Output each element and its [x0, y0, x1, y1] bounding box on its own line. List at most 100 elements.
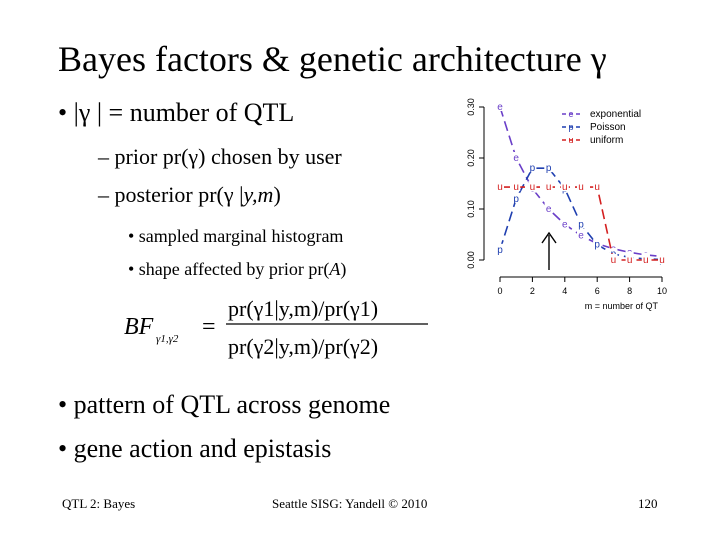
- data-point-uniform: u: [578, 182, 584, 193]
- sub2-bar: |: [239, 182, 244, 207]
- point-bg: [577, 229, 585, 240]
- data-point-exponential: e: [546, 204, 552, 215]
- title-text: Bayes factors & genetic architecture: [58, 39, 591, 79]
- data-point-uniform: u: [643, 255, 649, 266]
- point-bg: [496, 101, 504, 111]
- formula-lhs: BF: [124, 314, 154, 340]
- data-point-exponential: e: [562, 219, 568, 230]
- data-point-uniform: u: [530, 182, 536, 193]
- point-bg: [512, 152, 521, 162]
- prior-distribution-chart: 0.000.100.200.300 2 4 6 8 10m = number of QT …: [466, 98, 667, 311]
- bullet-gene-action: • gene action and epistasis: [58, 434, 332, 463]
- point-bg: [544, 162, 553, 173]
- data-point-poisson: p: [530, 163, 536, 174]
- formula-denominator: pr(γ2|y,m)/pr(γ2): [228, 334, 378, 359]
- legend-symbol: e: [568, 109, 573, 119]
- x-tick-label: 0: [497, 286, 502, 296]
- x-tick-label: 6: [595, 286, 600, 296]
- bullet1-bar-left: |: [73, 98, 79, 127]
- bayes-factor-formula: BF γ1,γ2 = pr(γ1|y,m)/pr(γ1) pr(γ2|y,m)/…: [122, 290, 442, 362]
- subsub2-b: ): [340, 259, 347, 279]
- sub2-suffix: ): [273, 182, 281, 207]
- point-bg: [609, 254, 618, 264]
- y-tick-label: 0.20: [466, 149, 476, 167]
- point-bg: [544, 181, 553, 192]
- subsub2-A: A: [329, 259, 341, 279]
- point-bg: [593, 181, 602, 192]
- bullet-pattern: • pattern of QTL across genome: [58, 390, 391, 419]
- data-point-uniform: u: [497, 182, 503, 193]
- point-bg: [609, 242, 618, 253]
- sub1-prefix: – prior pr(: [98, 144, 189, 169]
- point-bg: [625, 254, 634, 264]
- sub1-suffix: ) chosen by user: [198, 144, 342, 169]
- subsub-shape: • shape affected by prior pr(A): [128, 259, 346, 280]
- footer-page-number: 120: [638, 496, 658, 511]
- point-bg: [560, 181, 569, 192]
- footer-center: Seattle SISG: Yandell © 2010: [272, 496, 428, 511]
- data-point-exponential: e: [513, 153, 519, 164]
- data-point-exponential: e: [497, 102, 503, 113]
- x-tick-label: 4: [562, 286, 567, 296]
- x-tick-label: 2: [530, 286, 535, 296]
- data-point-uniform: u: [659, 255, 665, 266]
- sub2-ym: y,m: [243, 182, 274, 207]
- sub2-gamma: γ: [223, 182, 234, 207]
- subsub-histogram: • sampled marginal histogram: [128, 226, 344, 246]
- data-point-poisson: p: [594, 240, 600, 251]
- point-bg: [658, 254, 666, 264]
- point-bg: [544, 203, 553, 213]
- arrow-annotation: [541, 231, 557, 270]
- point-bg: [641, 254, 650, 264]
- x-axis-label: m = number of QT: [585, 301, 659, 311]
- bullet1-gamma: γ: [78, 98, 91, 127]
- legend-label: uniform: [590, 135, 623, 146]
- point-bg: [496, 181, 504, 192]
- point-bg: [577, 218, 585, 229]
- point-bg: [577, 181, 585, 192]
- sub1-gamma: γ: [188, 144, 199, 169]
- data-point-exponential: e: [578, 231, 584, 242]
- point-bg: [560, 218, 569, 229]
- bullet-marker: •: [58, 98, 68, 127]
- footer-left: QTL 2: Bayes: [62, 496, 136, 511]
- sub2-prefix: – posterior pr(: [98, 182, 224, 207]
- formula-numerator: pr(γ1|y,m)/pr(γ1): [228, 296, 378, 321]
- data-point-poisson: p: [546, 163, 552, 174]
- point-bg: [593, 238, 602, 249]
- bullet-number-of-qtl: • |γ | = number of QTL: [58, 98, 294, 128]
- data-point-uniform: u: [546, 182, 552, 193]
- subsub2-a: • shape affected by prior pr(: [128, 259, 330, 279]
- slide-title: Bayes factors & genetic architecture γ: [58, 38, 607, 80]
- data-point-uniform: u: [562, 182, 568, 193]
- data-point-uniform: u: [513, 182, 519, 193]
- point-bg: [609, 247, 618, 258]
- data-point-poisson: p: [513, 194, 519, 205]
- point-bg: [512, 192, 521, 203]
- y-tick-label: 0.30: [466, 98, 476, 116]
- data-point-poisson: p: [578, 219, 584, 230]
- formula-lhs-sub: γ1,γ2: [156, 333, 179, 345]
- data-point-uniform: u: [627, 255, 633, 266]
- title-gamma: γ: [590, 39, 607, 79]
- x-tick-label: 8: [627, 286, 632, 296]
- formula-equals: =: [202, 314, 216, 340]
- point-bg: [528, 162, 537, 173]
- data-point-uniform: u: [594, 182, 600, 193]
- point-bg: [625, 246, 634, 257]
- point-bg: [496, 243, 504, 254]
- data-point-uniform: u: [611, 255, 617, 266]
- legend-symbol: p: [568, 122, 573, 132]
- point-bg: [528, 181, 537, 192]
- legend-symbol: u: [568, 135, 573, 145]
- sub-bullet-posterior: – posterior pr(γ |y,m): [98, 182, 281, 208]
- sub-bullet-prior: – prior pr(γ) chosen by user: [98, 144, 342, 170]
- bullet1-text: | = number of QTL: [96, 98, 295, 127]
- data-point-poisson: p: [497, 245, 503, 256]
- legend-label: exponential: [590, 109, 641, 120]
- legend-label: Poisson: [590, 122, 626, 133]
- y-tick-label: 0.10: [466, 200, 476, 218]
- y-tick-label: 0.00: [466, 251, 476, 269]
- x-tick-label: 10: [657, 286, 667, 296]
- point-bg: [512, 181, 521, 192]
